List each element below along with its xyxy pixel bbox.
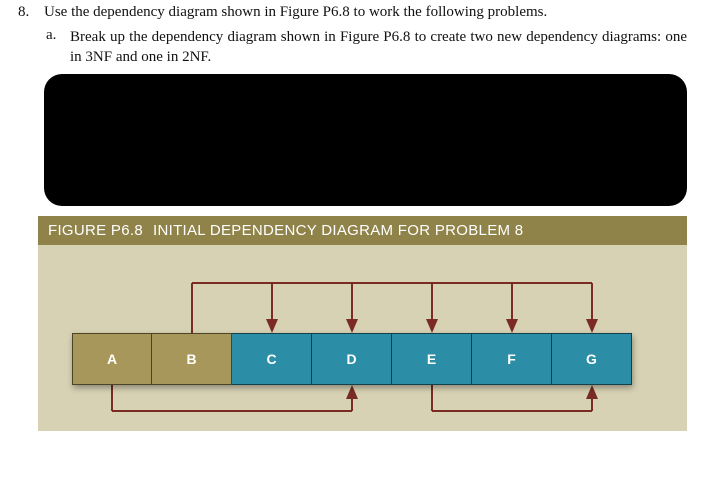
figure-title: INITIAL DEPENDENCY DIAGRAM FOR PROBLEM 8 — [153, 222, 523, 239]
subpart-line: a. Break up the dependency diagram shown… — [46, 27, 687, 68]
figure-label: FIGURE P6.8 — [48, 222, 143, 239]
figure: FIGURE P6.8 INITIAL DEPENDENCY DIAGRAM F… — [38, 216, 687, 431]
cell-d: D — [312, 333, 392, 385]
cell-f: F — [472, 333, 552, 385]
cell-c: C — [232, 333, 312, 385]
cell-b: B — [152, 333, 232, 385]
question-number: 8. — [18, 4, 36, 21]
question-line: 8. Use the dependency diagram shown in F… — [18, 4, 687, 21]
figure-title-bar: FIGURE P6.8 INITIAL DEPENDENCY DIAGRAM F… — [38, 216, 687, 245]
figure-body: ABCDEFG — [38, 245, 687, 431]
cell-e: E — [392, 333, 472, 385]
subpart-letter: a. — [46, 27, 62, 68]
subpart-text: Break up the dependency diagram shown in… — [70, 27, 687, 68]
cell-a: A — [72, 333, 152, 385]
redacted-scribble — [44, 74, 687, 206]
cell-g: G — [552, 333, 632, 385]
question-text: Use the dependency diagram shown in Figu… — [44, 4, 547, 21]
cells-row: ABCDEFG — [72, 333, 632, 385]
